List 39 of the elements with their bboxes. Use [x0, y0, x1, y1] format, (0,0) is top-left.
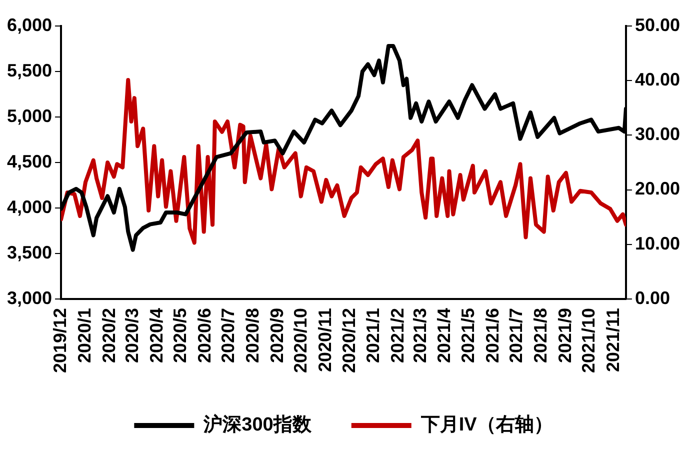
y-tick-label: 5,000 [6, 106, 52, 126]
x-tick-label: 2021/9 [554, 308, 575, 363]
legend-label: 沪深300指数 [202, 414, 312, 436]
y-tick-label: 3,000 [6, 288, 52, 308]
x-tick-label: 2020/3 [122, 308, 142, 363]
x-tick-label: 2021/2 [388, 308, 408, 363]
x-tick-label: 2020/11 [315, 308, 336, 372]
x-tick-label: 2021/11 [603, 308, 624, 372]
x-tick-label: 2020/4 [146, 308, 166, 363]
y-tick-label: 3,500 [6, 242, 52, 262]
x-tick-label: 2020/9 [266, 308, 287, 363]
x-tick-label: 2020/2 [98, 308, 119, 363]
x-tick-label: 2021/10 [578, 308, 599, 374]
x-tick-label: 2021/6 [482, 308, 502, 363]
x-tick-label: 2021/8 [530, 308, 551, 363]
x-tick-label: 2021/7 [506, 308, 526, 363]
y2-tick-label: 30.00 [634, 124, 680, 144]
x-tick-label: 2020/12 [338, 308, 359, 374]
x-tick-label: 2021/4 [434, 308, 454, 363]
x-tick-label: 2021/3 [410, 308, 430, 363]
x-tick-label: 2021/5 [458, 308, 478, 363]
y2-tick-label: 20.00 [634, 178, 680, 199]
y-tick-label: 4,000 [6, 196, 52, 217]
x-tick-label: 2020/1 [74, 308, 94, 363]
y2-tick-label: 50.00 [634, 14, 680, 35]
x-tick-label: 2020/6 [194, 308, 214, 363]
y2-tick-label: 0.00 [634, 288, 670, 308]
x-tick-label: 2019/12 [50, 308, 70, 374]
x-tick-label: 2020/10 [290, 308, 311, 374]
x-tick-label: 2020/7 [218, 308, 238, 363]
x-tick-label: 2021/1 [363, 308, 384, 363]
y2-tick-label: 10.00 [634, 233, 680, 254]
y-tick-label: 4,500 [6, 151, 52, 172]
x-tick-label: 2020/5 [170, 308, 190, 363]
y-tick-label: 6,000 [6, 14, 52, 35]
x-tick-label: 2020/8 [242, 308, 263, 363]
y-tick-label: 5,500 [6, 60, 52, 80]
legend-label: 下月IV（右轴） [420, 414, 553, 436]
y2-tick-label: 40.00 [634, 70, 680, 90]
